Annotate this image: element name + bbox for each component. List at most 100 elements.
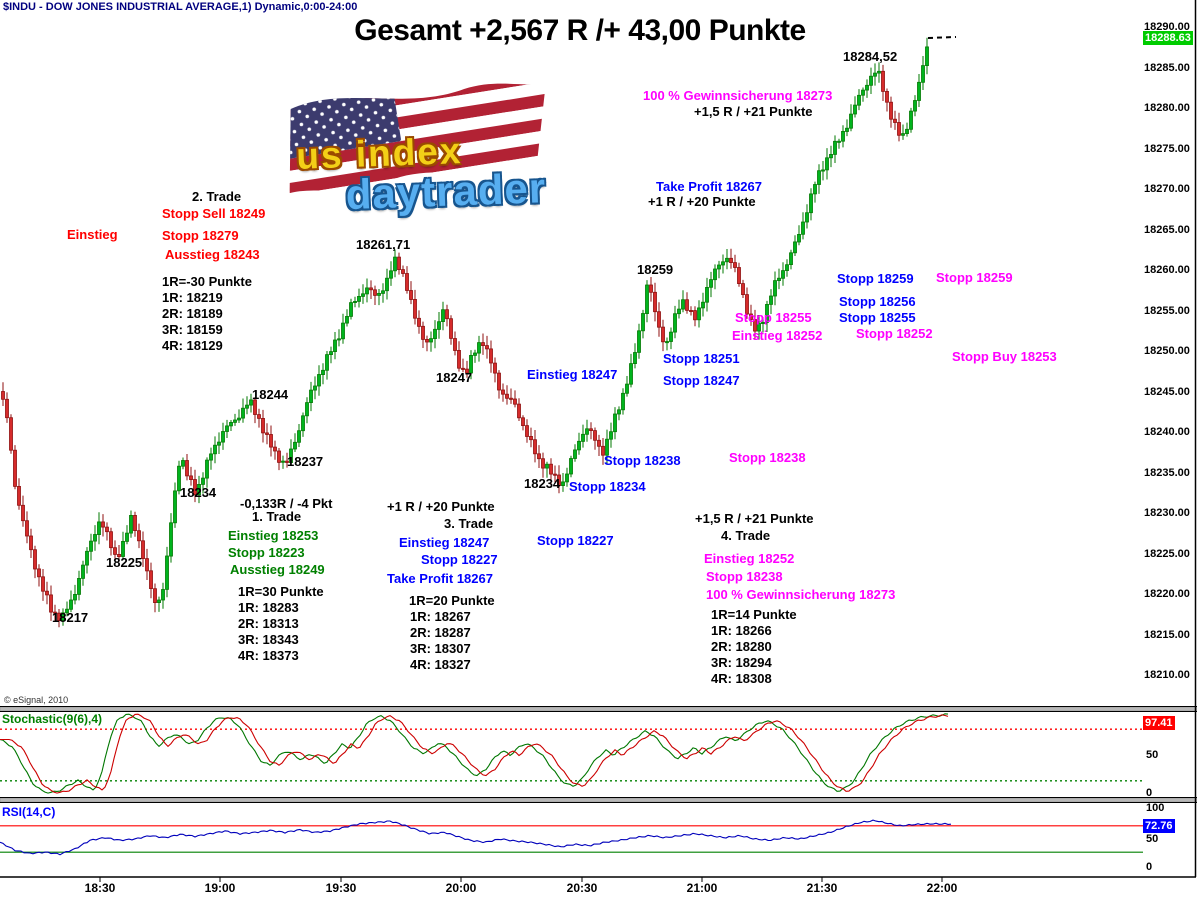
trade-summary-line: 2R: 18313 bbox=[238, 616, 299, 631]
price-axis-label: 18220.00 bbox=[1144, 588, 1190, 600]
price-axis-label: 18235.00 bbox=[1144, 466, 1190, 479]
price-axis-label: 18265.00 bbox=[1144, 223, 1190, 236]
stochastic-axis-label: 0 bbox=[1146, 786, 1153, 799]
current-price-badge: 18288.63 bbox=[1143, 31, 1193, 45]
trade-summary-line: 2R: 18287 bbox=[410, 625, 471, 640]
time-axis-label: 22:00 bbox=[926, 881, 958, 895]
price-axis-label: 18215.00 bbox=[1144, 628, 1190, 641]
trade-summary-line: 3. Trade bbox=[444, 516, 494, 531]
chart-annotation: Stopp 18251 bbox=[663, 351, 740, 366]
usindex-daytrader-logo: us index daytrader bbox=[284, 71, 589, 219]
chart-annotation: Stopp 18252 bbox=[856, 326, 933, 341]
trade-summary-line: 1R: 18266 bbox=[711, 623, 772, 638]
trade-summary-line: -0,133R / -4 Pkt bbox=[240, 496, 333, 511]
chart-annotation: Einstieg bbox=[67, 227, 118, 242]
chart-annotation: 18234 bbox=[524, 476, 561, 491]
trade-summary-line: 4. Trade bbox=[721, 528, 771, 543]
chart-annotation: Stopp 18238 bbox=[729, 450, 806, 465]
chart-annotation: 18244 bbox=[252, 387, 289, 402]
trade-summary-line: Einstieg 18252 bbox=[704, 551, 795, 566]
trade-summary-block: +1 R / +20 Punkte 3. Trade Einstieg 18247 S… bbox=[387, 500, 498, 671]
trade-summary-line: Ausstieg 18243 bbox=[165, 247, 260, 262]
trade-summary-line: Einstieg 18247 bbox=[399, 535, 490, 550]
trade-summary-line: Take Profit 18267 bbox=[387, 571, 493, 586]
trade-summary-line: Stopp Sell 18249 bbox=[162, 206, 266, 221]
trade-summary-line: 1R=14 Punkte bbox=[711, 607, 797, 622]
chart-annotation: Einstieg 18247 bbox=[527, 367, 618, 382]
trade-summary-line: 1R: 18267 bbox=[410, 609, 471, 624]
chart-annotation: Stopp 18255 bbox=[839, 310, 916, 325]
price-axis-label: 18250.00 bbox=[1144, 345, 1190, 357]
chart-annotation: Stopp 18247 bbox=[663, 373, 740, 388]
time-axis-label: 19:00 bbox=[204, 881, 236, 895]
price-axis-label: 18240.00 bbox=[1144, 426, 1190, 438]
trade-summary-line: 2R: 18280 bbox=[711, 639, 772, 654]
trade-summary-line: 3R: 18159 bbox=[162, 322, 223, 337]
trade-summary-line: Ausstieg 18249 bbox=[230, 562, 325, 577]
price-axis-label: 18210.00 bbox=[1144, 669, 1190, 681]
chart-annotation: 18234 bbox=[180, 485, 217, 500]
price-axis-label: 18285.00 bbox=[1144, 61, 1190, 74]
chart-annotation: Stopp 18259 bbox=[837, 271, 914, 286]
rsi-value-badge: 72.76 bbox=[1143, 819, 1175, 833]
trade-summary-line: Stopp 18227 bbox=[421, 552, 498, 567]
trade-summary-line: Stopp 18279 bbox=[162, 228, 239, 243]
time-axis-label: 19:30 bbox=[325, 881, 357, 895]
trade-summary-line: 3R: 18307 bbox=[410, 641, 471, 656]
stochastic-axis-label: 50 bbox=[1146, 749, 1159, 761]
trade-summary-line: 4R: 18129 bbox=[162, 338, 223, 353]
trade-summary-line: 1R=20 Punkte bbox=[409, 593, 495, 608]
trade-summary-block: -0,133R / -4 Pkt 1. Trade Einstieg 18253 St… bbox=[228, 497, 333, 662]
chart-annotation: 18225 bbox=[106, 555, 143, 570]
chart-annotation: Stopp 18234 bbox=[569, 479, 646, 494]
trade-summary-line: 1R=30 Punkte bbox=[238, 584, 324, 599]
trade-summary-line: Einstieg 18253 bbox=[228, 528, 319, 543]
chart-annotation: 18259 bbox=[637, 262, 674, 277]
stochastic-value-badge: 97.41 bbox=[1143, 716, 1175, 730]
trade-summary-line: 1R: 18219 bbox=[162, 290, 223, 305]
stochastic-label: Stochastic(9(6),4) bbox=[2, 712, 103, 726]
logo-text-daytrader: daytrader bbox=[344, 164, 547, 219]
price-axis-label: 18280.00 bbox=[1144, 102, 1190, 114]
chart-annotation: Stopp 18255 bbox=[735, 310, 812, 325]
chart-window-title: $INDU - DOW JONES INDUSTRIAL AVERAGE,1) … bbox=[3, 1, 358, 13]
trade-summary-line: 1. Trade bbox=[252, 509, 302, 524]
time-axis-label: 20:00 bbox=[445, 881, 477, 895]
chart-annotation: 18217 bbox=[52, 610, 89, 625]
price-axis-label: 18260.00 bbox=[1144, 264, 1190, 276]
trade-summary-line: +1,5 R / +21 Punkte bbox=[695, 511, 814, 526]
rsi-axis-label: 100 bbox=[1146, 801, 1165, 814]
chart-annotation: Take Profit 18267 bbox=[656, 179, 762, 194]
price-axis-label: 18255.00 bbox=[1144, 304, 1190, 317]
chart-annotation: +1 R / +20 Punkte bbox=[648, 194, 756, 209]
trade-summary-line: 2. Trade bbox=[192, 189, 242, 204]
trade-summary-line: 2R: 18189 bbox=[162, 306, 223, 321]
price-axis-label: 18275.00 bbox=[1144, 142, 1190, 155]
price-axis-label: 18225.00 bbox=[1144, 547, 1190, 560]
trade-summary-line: 1R: 18283 bbox=[238, 600, 299, 615]
chart-annotation: Stopp 18227 bbox=[537, 533, 614, 548]
trade-summary-line: 100 % Gewinnsicherung 18273 bbox=[706, 587, 896, 602]
price-axis-label: 18270.00 bbox=[1144, 183, 1190, 195]
chart-annotation: Stopp 18256 bbox=[839, 294, 916, 309]
chart-annotation: 18237 bbox=[287, 454, 324, 469]
esignal-copyright: © eSignal, 2010 bbox=[4, 695, 69, 705]
chart-annotation: Stopp Buy 18253 bbox=[952, 349, 1057, 364]
price-axis-label: 18245.00 bbox=[1144, 385, 1190, 398]
rsi-axis-label: 50 bbox=[1146, 833, 1159, 845]
chart-annotation: +1,5 R / +21 Punkte bbox=[694, 104, 813, 119]
rsi-axis-label: 0 bbox=[1146, 860, 1153, 873]
trade-summary-line: Stopp 18223 bbox=[228, 545, 305, 560]
rsi-label: RSI(14,C) bbox=[2, 805, 56, 819]
trade-summary-block: +1,5 R / +21 Punkte 4. Trade Einstieg 1825… bbox=[695, 512, 895, 685]
chart-annotation: Einstieg 18252 bbox=[732, 328, 823, 343]
trade-summary-line: 1R=-30 Punkte bbox=[162, 274, 252, 289]
trade-summary-line: 3R: 18294 bbox=[711, 655, 772, 670]
chart-annotation: 100 % Gewinnsicherung 18273 bbox=[643, 88, 833, 103]
chart-annotation: Stopp 18238 bbox=[604, 453, 681, 468]
time-axis-label: 21:30 bbox=[806, 881, 838, 895]
trade-summary-line: +1 R / +20 Punkte bbox=[387, 499, 495, 514]
price-axis-label: 18290.00 bbox=[1144, 21, 1190, 33]
trade-summary-line: 3R: 18343 bbox=[238, 632, 299, 647]
